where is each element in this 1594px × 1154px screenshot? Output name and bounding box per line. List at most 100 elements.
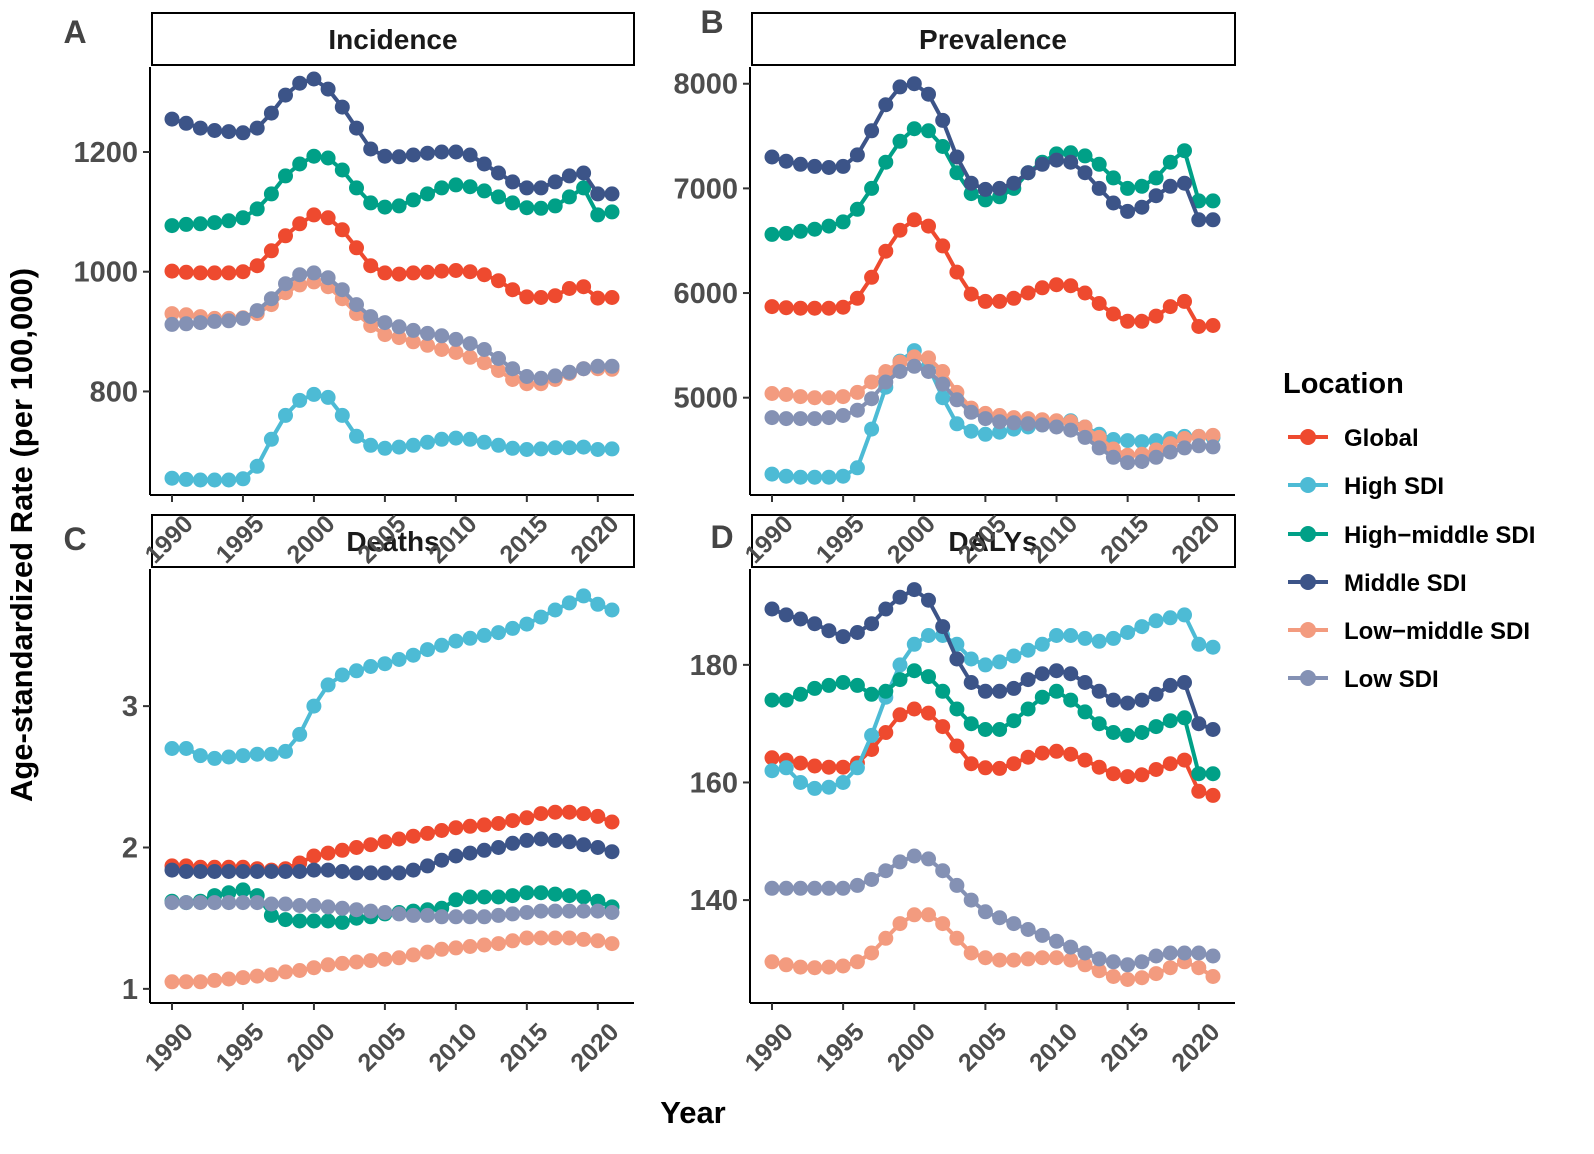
strip-deaths-label: Deaths: [346, 526, 439, 557]
dalys-series-high-middle-sdi-point: [1063, 692, 1079, 708]
prevalence-series-low-middle-sdi-point: [778, 387, 794, 402]
dalys-series-high-sdi-point: [793, 775, 808, 790]
deaths-series-global-point: [590, 808, 606, 824]
dalys-series-high-sdi-point: [849, 760, 865, 776]
dalys-series-middle-sdi-point: [977, 683, 993, 699]
deaths-series-high-sdi-point: [334, 667, 350, 683]
deaths-series-high-sdi-point: [561, 595, 577, 611]
prevalence-series-middle-sdi-point: [1148, 188, 1164, 204]
dalys-series-high-sdi-point: [1191, 636, 1207, 652]
legend-label-global: Global: [1344, 425, 1419, 452]
incidence-series-global-point: [476, 267, 492, 283]
deaths-series-middle-sdi-point: [207, 864, 223, 879]
deaths-series-middle-sdi-point: [164, 862, 180, 878]
panel-deaths: 1 2 3 1990 1995 2000 2005 2010 2015 2020: [122, 569, 634, 1077]
deaths-series-low-sdi: [164, 895, 620, 925]
deaths-series-middle-sdi-point: [263, 864, 279, 879]
incidence-series-high-sdi-point: [207, 472, 223, 488]
prevalence-series-middle-sdi-point: [1177, 175, 1192, 191]
prevalence-series-low-sdi-point: [1120, 455, 1136, 471]
dalys-series-global-point: [892, 707, 908, 723]
incidence-series-low-sdi-point: [462, 336, 478, 352]
deaths-series-global-point: [420, 825, 435, 841]
incidence-series-global-point: [491, 273, 506, 289]
incidence-series-low-sdi-point: [178, 316, 194, 332]
prevalence-series-high-middle-sdi-point: [1120, 180, 1136, 196]
deaths-series-low-sdi-point: [561, 903, 577, 919]
prevalence-series-low-middle-sdi-point: [921, 350, 936, 366]
dalys-series-high-middle-sdi-point: [1162, 713, 1178, 729]
dalys-series-global-point: [1034, 745, 1050, 761]
deaths-series-middle-sdi-point: [292, 864, 308, 879]
incidence-series-low-sdi-point: [505, 361, 521, 377]
deaths-series-high-sdi-point: [278, 743, 293, 759]
prevalence-series-low-middle-sdi-point: [935, 364, 951, 379]
deaths-series-low-middle-sdi-point: [207, 972, 223, 988]
prevalence-series-low-middle-sdi: [764, 349, 1221, 463]
incidence-series-high-middle-sdi-point: [207, 215, 223, 231]
dalys-series-global: [764, 701, 1221, 803]
deaths-x-tick-label: 1990: [140, 1018, 199, 1077]
dalys-series-middle-sdi-point: [949, 651, 965, 667]
deaths-series-low-middle-sdi-point: [476, 937, 492, 953]
incidence-series-middle-sdi-point: [278, 87, 293, 103]
dalys-series-high-middle-sdi-point: [1120, 727, 1136, 743]
prevalence-series-high-sdi-point: [977, 426, 993, 442]
prevalence-series-high-middle-sdi: [764, 121, 1221, 242]
prevalence-series-low-middle-sdi-point: [764, 386, 780, 401]
deaths-series-low-middle-sdi-point: [533, 930, 549, 946]
dalys-series-high-sdi-point: [1120, 625, 1136, 640]
dalys-series-low-sdi-point: [864, 872, 880, 887]
prevalence-series-high-sdi-point: [1134, 434, 1150, 450]
dalys-series-low-middle-sdi-point: [935, 916, 951, 932]
dalys-series-low-sdi: [764, 848, 1221, 973]
incidence-series-high-sdi-point: [561, 440, 577, 456]
incidence-series-low-sdi-point: [192, 315, 208, 331]
prevalence-series-high-sdi-point: [963, 423, 979, 439]
dalys-series-high-middle-sdi-point: [849, 677, 865, 693]
incidence-series-high-sdi-point: [576, 439, 592, 455]
deaths-series-low-middle-sdi-point: [235, 970, 251, 986]
prevalence-series-low-middle-sdi-point: [1077, 419, 1093, 435]
deaths-series-middle-sdi-point: [519, 832, 535, 848]
prevalence-series-global-point: [778, 300, 794, 316]
incidence-series-middle-sdi-point: [192, 120, 208, 136]
incidence-series-high-middle-sdi-point: [349, 180, 364, 196]
prevalence-series-middle-sdi-point: [778, 153, 794, 169]
incidence-series-high-sdi-point: [491, 437, 506, 453]
incidence-series-middle-sdi-point: [533, 180, 549, 196]
prevalence-series-low-sdi-point: [878, 374, 894, 390]
prevalence-series-high-middle-sdi-point: [977, 192, 993, 208]
dalys-series-low-sdi-point: [1205, 948, 1221, 964]
incidence-series-global-point: [533, 290, 549, 305]
incidence-series-middle-sdi-point: [391, 149, 407, 165]
dalys-series-low-middle-sdi-point: [778, 957, 794, 973]
legend-item-middle-sdi: Middle SDI: [1288, 570, 1467, 597]
dalys-series-high-middle-sdi: [764, 663, 1221, 782]
deaths-series-low-middle-sdi-point: [405, 947, 421, 963]
dalys-series-high-middle-sdi-point: [1006, 713, 1022, 729]
dalys-series-high-middle-sdi-point: [963, 716, 979, 732]
prevalence-series-global-point: [821, 300, 837, 316]
incidence-series-high-middle-sdi-point: [320, 150, 336, 166]
deaths-series-high-middle-sdi-point: [576, 889, 592, 905]
deaths-series-low-middle-sdi-point: [561, 930, 577, 946]
incidence-series-low-sdi-point: [363, 309, 379, 325]
deaths-series-high-sdi-point: [363, 659, 379, 674]
deaths-series-high-sdi-point: [448, 633, 464, 649]
incidence-series-high-sdi-point: [405, 437, 421, 453]
deaths-series-middle-sdi-point: [377, 865, 393, 881]
incidence-series-global-point: [349, 240, 364, 256]
prevalence-series-low-sdi-point: [864, 391, 880, 407]
prevalence-series-high-middle-sdi-point: [921, 123, 936, 139]
prevalence-series-low-sdi-point: [1063, 422, 1079, 438]
panel-letter-d: D: [710, 519, 733, 555]
deaths-series-low-sdi-point: [207, 895, 223, 911]
dalys-series-low-middle-sdi-point: [821, 959, 837, 975]
deaths-series-high-sdi-point: [434, 637, 450, 653]
dalys-series-high-middle-sdi-point: [892, 672, 908, 688]
incidence-series-high-middle-sdi-point: [519, 200, 535, 216]
deaths-series-low-sdi-point: [292, 898, 308, 913]
prevalence-series-middle-sdi-point: [949, 149, 965, 165]
deaths-series-low-sdi-point: [462, 909, 478, 925]
